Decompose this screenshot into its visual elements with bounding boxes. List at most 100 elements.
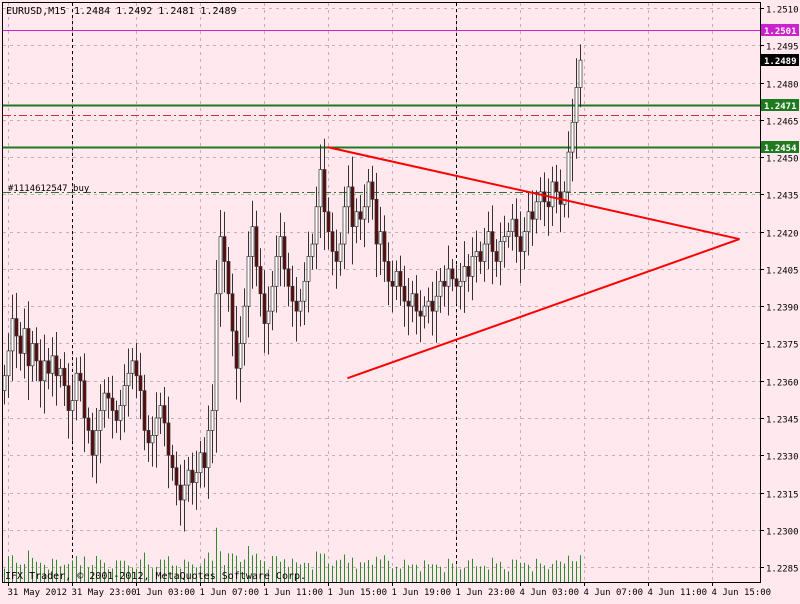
candle-body [418, 310, 423, 317]
candle-body [554, 181, 559, 193]
candle-body [70, 400, 75, 411]
time-axis[interactable]: 31 May 2012 31 May 23:001 Jun 03:00 1 Jun … [8, 582, 772, 598]
candle-body [318, 169, 323, 208]
candle-body [46, 360, 51, 374]
price-tick-label: 1.2330 [766, 453, 799, 463]
candle-body [306, 256, 311, 282]
candle-body [198, 452, 203, 474]
price-tick-label: 1.2285 [766, 565, 799, 575]
candle-body [158, 405, 163, 419]
candle-body [442, 280, 447, 287]
candle-body [98, 410, 103, 431]
price-tick-label: 1.2390 [766, 304, 799, 314]
candle-body [106, 392, 111, 399]
candle-body [338, 243, 343, 262]
candle-body [550, 181, 555, 208]
time-tick-label: 4 Jun 07:00 [584, 588, 644, 598]
candle-body [134, 360, 139, 377]
trend-line-upper[interactable] [327, 146, 740, 241]
price-tick-label: 1.2300 [766, 528, 799, 538]
candle-body [466, 266, 471, 277]
candle-body [18, 335, 23, 354]
candle-body [86, 417, 91, 431]
candle-body [530, 211, 535, 220]
candle-body [282, 236, 287, 270]
candle-body [74, 372, 79, 401]
candle-body [378, 231, 383, 245]
candle-body [254, 226, 259, 267]
candle-body [82, 380, 87, 419]
candle-body [382, 231, 387, 262]
candle-body [170, 454, 175, 469]
candle-body [178, 484, 183, 501]
time-tick-label: 1 Jun 07:00 [200, 588, 260, 598]
candle-body [346, 186, 351, 208]
candle-body [194, 472, 199, 483]
candle-body [26, 328, 31, 367]
price-tick-label: 1.2450 [766, 155, 799, 165]
candle-body [570, 121, 575, 153]
ohlc-readout: 1.2484 1.2492 1.2481 1.2489 [74, 6, 237, 17]
volume-bars [4, 527, 581, 582]
candle-body [2, 375, 7, 392]
candle-body [406, 300, 411, 307]
candle-body [58, 367, 63, 377]
price-tick-label: 1.2465 [766, 118, 799, 128]
current-price-tag-bg [761, 54, 799, 66]
candle-body [10, 318, 15, 352]
candle-body [206, 430, 211, 469]
candle-body [262, 293, 267, 324]
time-tick-label: 31 May 2012 [8, 588, 68, 598]
candle-body [42, 360, 47, 382]
order-label: #1114612547 buy [8, 184, 90, 194]
price-axis[interactable]: 1.2510 1.2495 1.2480 1.2465 1.2450 1.2435 1.24… [760, 6, 799, 575]
candle-body [62, 367, 67, 387]
candle-body [574, 87, 579, 123]
copyright-text: IFX Trader, © 2001-2012, MetaQuotes Soft… [5, 571, 306, 582]
candle-body [366, 181, 371, 208]
candle-body [514, 218, 519, 237]
candle-body [230, 293, 235, 332]
candle-body [526, 211, 531, 232]
candle-body [126, 372, 131, 387]
candle-body [162, 405, 167, 424]
trend-line-lower[interactable] [347, 238, 740, 380]
candle-body [278, 236, 283, 257]
price-tick-label: 1.2480 [766, 81, 799, 91]
candle-body [490, 231, 495, 252]
candle-body [14, 318, 19, 337]
candle-body [234, 330, 239, 369]
candle-body [486, 231, 491, 245]
candlesticks [2, 44, 583, 532]
candle-body [430, 300, 435, 312]
time-tick-label: 1 Jun 19:00 [392, 588, 452, 598]
candle-body [286, 268, 291, 287]
candle-body [102, 392, 107, 411]
plot-border [2, 2, 761, 583]
candle-body [166, 422, 171, 456]
time-tick-label: 4 Jun 11:00 [648, 588, 708, 598]
candle-body [402, 285, 407, 302]
candle-body [358, 211, 363, 220]
horizontal-levels[interactable] [3, 30, 760, 193]
candle-body [90, 430, 95, 456]
price-tick-label: 1.2405 [766, 267, 799, 277]
candle-body [342, 206, 347, 245]
price-tick-label: 1.2375 [766, 341, 799, 351]
candle-body [246, 256, 251, 307]
candle-body [66, 385, 71, 411]
candle-body [226, 261, 231, 295]
candle-body [238, 343, 243, 369]
price-tick-label: 1.2435 [766, 192, 799, 202]
candle-body [542, 191, 547, 203]
candle-body [298, 300, 303, 312]
candle-body [522, 231, 527, 252]
candle-body [218, 236, 223, 295]
candle-body [186, 469, 191, 486]
triangle-pattern[interactable] [327, 146, 740, 380]
candle-body [518, 236, 523, 252]
candle-body [182, 484, 187, 501]
candle-body [294, 300, 299, 312]
